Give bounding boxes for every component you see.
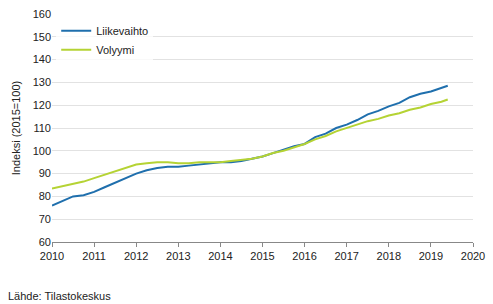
svg-text:100: 100 [33,145,51,157]
svg-text:Lähde: Tilastokeskus: Lähde: Tilastokeskus [8,290,111,302]
svg-text:110: 110 [33,122,51,134]
svg-text:80: 80 [39,190,51,202]
svg-text:Indeksi (2015=100): Indeksi (2015=100) [10,81,22,175]
svg-text:2010: 2010 [40,250,64,262]
svg-text:2019: 2019 [419,250,443,262]
svg-text:Volyymi: Volyymi [96,44,134,56]
svg-text:160: 160 [33,8,51,20]
svg-text:2016: 2016 [292,250,316,262]
svg-text:130: 130 [33,76,51,88]
svg-text:120: 120 [33,99,51,111]
svg-text:90: 90 [39,167,51,179]
svg-text:2013: 2013 [166,250,190,262]
svg-text:140: 140 [33,53,51,65]
svg-text:150: 150 [33,31,51,43]
svg-text:2020: 2020 [461,250,485,262]
svg-text:2012: 2012 [124,250,148,262]
svg-text:Liikevaihto: Liikevaihto [96,25,148,37]
svg-text:70: 70 [39,213,51,225]
svg-text:60: 60 [39,236,51,248]
svg-text:2014: 2014 [208,250,232,262]
svg-text:2015: 2015 [250,250,274,262]
svg-text:2017: 2017 [334,250,358,262]
svg-text:2018: 2018 [377,250,401,262]
svg-text:2011: 2011 [82,250,106,262]
